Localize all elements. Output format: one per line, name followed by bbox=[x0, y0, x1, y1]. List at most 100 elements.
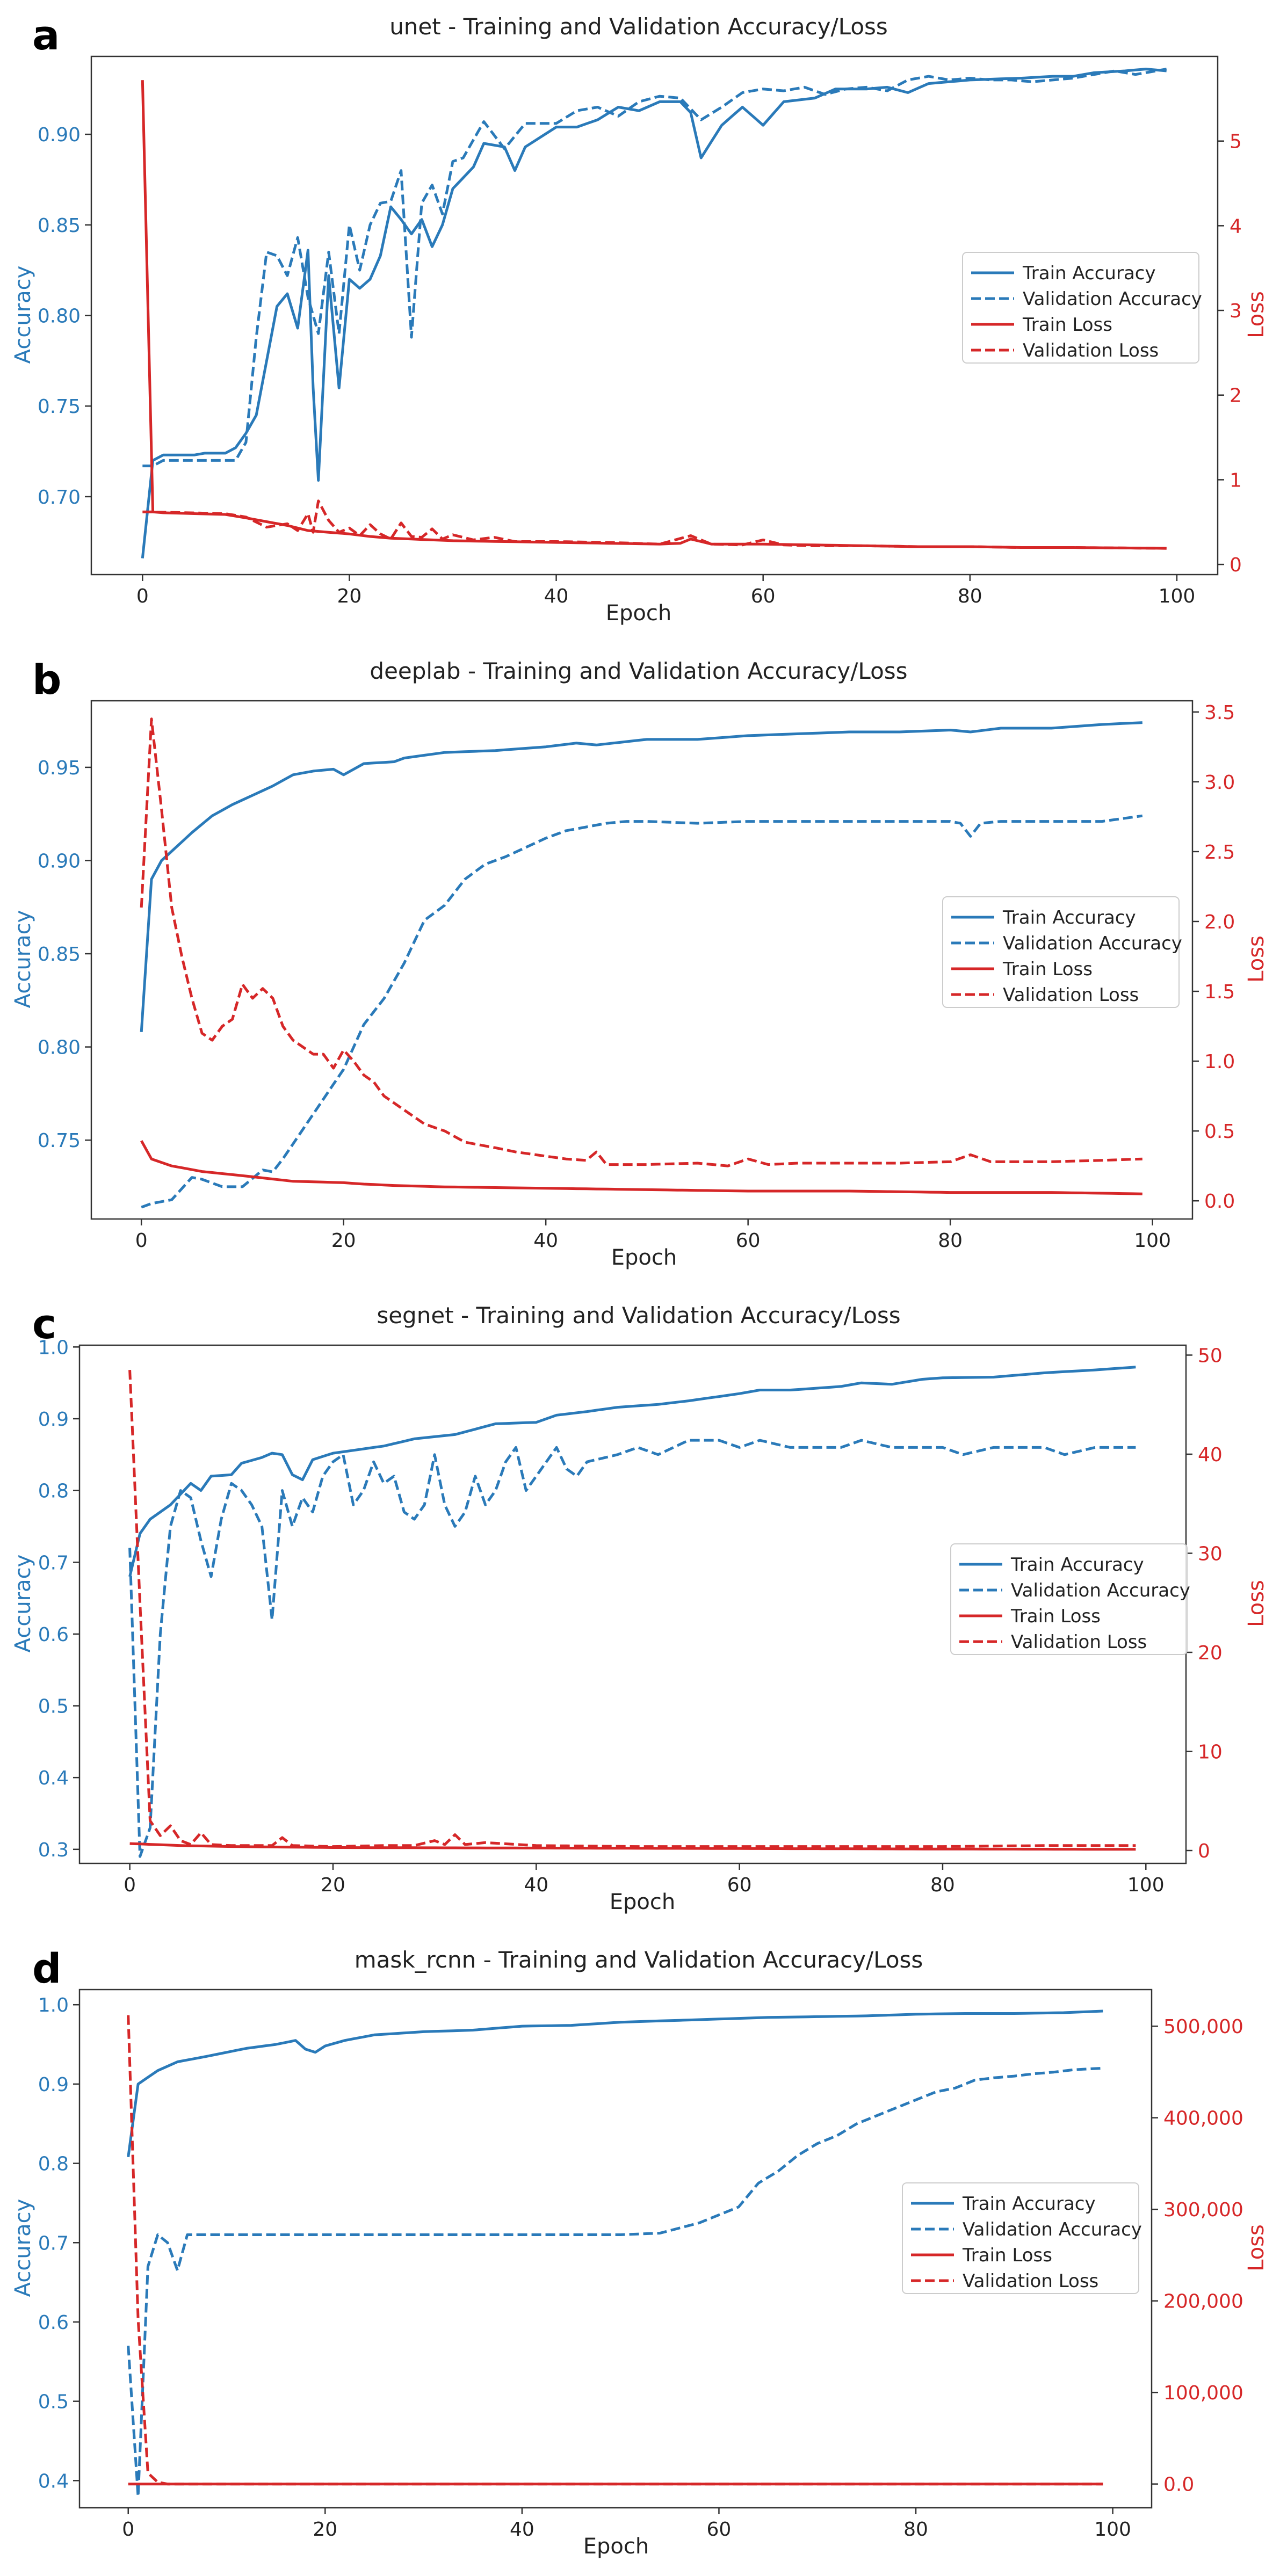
y-tick-label-right: 1.5 bbox=[1204, 981, 1235, 1003]
series-line-validation-loss bbox=[127, 2015, 1103, 2486]
chart-title: segnet - Training and Validation Accurac… bbox=[377, 1302, 900, 1329]
series-line-validation-accuracy bbox=[142, 68, 1167, 468]
y-tick-label-right: 2.5 bbox=[1204, 841, 1235, 863]
legend-label: Validation Accuracy bbox=[1011, 1580, 1190, 1601]
x-axis-label: Epoch bbox=[610, 1890, 675, 1914]
panel-a: a unet - Training and Validation Accurac… bbox=[11, 11, 1269, 626]
y-tick-label-right: 0 bbox=[1198, 1840, 1210, 1862]
legend: Train Accuracy Validation Accuracy Train L… bbox=[902, 2182, 1142, 2294]
x-tick-label: 40 bbox=[510, 2519, 534, 2541]
y-tick-label-right: 5 bbox=[1230, 131, 1242, 153]
y-tick-label-right: 3.0 bbox=[1204, 772, 1235, 794]
legend-box bbox=[950, 1543, 1188, 1655]
chart-title: deeplab - Training and Validation Accura… bbox=[370, 658, 907, 684]
x-tick-label: 60 bbox=[727, 1874, 752, 1896]
series-group bbox=[140, 717, 1143, 1209]
x-tick-label: 0 bbox=[124, 1874, 136, 1896]
x-tick-label: 20 bbox=[337, 585, 362, 607]
series-line-train-accuracy bbox=[128, 1366, 1136, 1577]
y-tick-label-left: 0.85 bbox=[38, 215, 81, 237]
x-axis-label: Epoch bbox=[611, 1245, 677, 1270]
legend-label: Train Accuracy bbox=[1010, 1554, 1144, 1576]
y-tick-label-left: 0.7 bbox=[38, 2232, 69, 2254]
y-tick-label-right: 100,000 bbox=[1163, 2382, 1243, 2404]
legend-label: Validation Loss bbox=[1011, 1631, 1147, 1653]
y-axis-label-left: Accuracy bbox=[11, 2199, 35, 2297]
y-tick-label-left: 0.8 bbox=[38, 2153, 69, 2175]
y-tick-label-left: 0.8 bbox=[38, 1481, 69, 1503]
y-tick-label-left: 0.70 bbox=[38, 487, 81, 509]
x-tick-label: 0 bbox=[135, 1230, 148, 1252]
chart-marks: 0 20 40 60 80 1000.700.750.800.850.90012345Tr… bbox=[38, 55, 1243, 2541]
plot-frame bbox=[90, 700, 1194, 1220]
series-group bbox=[141, 68, 1167, 558]
y-tick-label-left: 0.9 bbox=[38, 2074, 69, 2096]
x-tick-label: 80 bbox=[938, 1230, 963, 1252]
legend-label: Validation Loss bbox=[1003, 984, 1139, 1006]
legend-label: Train Loss bbox=[1010, 1606, 1101, 1627]
series-line-train-loss bbox=[140, 1140, 1142, 1195]
y-tick-label-left: 1.0 bbox=[38, 1337, 69, 1359]
legend-label: Validation Accuracy bbox=[1023, 288, 1202, 310]
x-tick-label: 20 bbox=[321, 1874, 345, 1896]
y-tick-label-left: 1.0 bbox=[38, 1994, 69, 2016]
y-tick-label-right: 3 bbox=[1230, 300, 1242, 322]
x-axis-label: Epoch bbox=[606, 601, 671, 626]
y-tick-label-left: 0.90 bbox=[38, 124, 81, 146]
y-tick-label-right: 1.0 bbox=[1204, 1051, 1235, 1073]
y-tick-label-right: 4 bbox=[1230, 215, 1242, 237]
y-axis-label-left: Accuracy bbox=[11, 1555, 35, 1653]
y-tick-label-left: 0.6 bbox=[38, 1624, 69, 1646]
series-group bbox=[128, 1366, 1136, 1858]
legend-label: Validation Accuracy bbox=[1003, 933, 1182, 954]
y-axis-label-right: Loss bbox=[1244, 2224, 1269, 2272]
y-tick-label-left: 0.5 bbox=[38, 2391, 69, 2413]
y-tick-label-left: 0.75 bbox=[38, 396, 81, 418]
x-axis-label: Epoch bbox=[583, 2534, 649, 2559]
y-tick-label-right: 0.0 bbox=[1163, 2474, 1194, 2496]
y-axis-label-left: Accuracy bbox=[11, 910, 35, 1008]
y-tick-label-right: 20 bbox=[1198, 1642, 1223, 1664]
legend: Train Accuracy Validation Accuracy Train L… bbox=[950, 1543, 1190, 1655]
series-line-train-loss bbox=[129, 1842, 1136, 1851]
legend-label: Train Accuracy bbox=[1022, 263, 1156, 284]
legend-label: Validation Accuracy bbox=[963, 2219, 1142, 2240]
y-tick-label-left: 0.90 bbox=[38, 850, 81, 872]
x-tick-label: 40 bbox=[533, 1230, 558, 1252]
legend-box bbox=[962, 252, 1199, 364]
y-tick-label-right: 200,000 bbox=[1163, 2291, 1243, 2313]
series-line-validation-accuracy bbox=[141, 814, 1143, 1209]
x-tick-label: 80 bbox=[958, 585, 982, 607]
legend-box bbox=[902, 2182, 1139, 2294]
x-tick-label: 100 bbox=[1094, 2519, 1131, 2541]
y-tick-label-right: 1 bbox=[1230, 469, 1242, 491]
chart-panel-d: 0 20 40 60 80 100 0.4 0.5 0.6 0.7 0.8 0.9 1.0 0.0 100,… bbox=[38, 1989, 1243, 2541]
x-tick-label: 20 bbox=[313, 2519, 337, 2541]
x-tick-label: 0 bbox=[136, 585, 149, 607]
series-line-validation-accuracy bbox=[127, 2066, 1103, 2498]
legend: Train Accuracy Validation Accuracy Train L… bbox=[942, 896, 1182, 1008]
y-tick-label-left: 0.4 bbox=[38, 2470, 69, 2492]
y-axis-label-right: Loss bbox=[1244, 935, 1269, 983]
y-tick-label-right: 2.0 bbox=[1204, 911, 1235, 933]
y-tick-label-left: 0.5 bbox=[38, 1696, 69, 1718]
chart-title: unet - Training and Validation Accuracy/… bbox=[389, 13, 888, 40]
panel-letter: d bbox=[32, 1944, 61, 1992]
y-tick-label-left: 0.80 bbox=[38, 1037, 81, 1059]
x-tick-label: 100 bbox=[1127, 1874, 1165, 1896]
y-tick-label-right: 2 bbox=[1230, 385, 1242, 407]
x-tick-label: 80 bbox=[930, 1874, 955, 1896]
y-tick-label-left: 0.7 bbox=[38, 1552, 69, 1574]
x-tick-label: 60 bbox=[751, 585, 776, 607]
legend-label: Train Accuracy bbox=[962, 2193, 1096, 2215]
y-tick-label-right: 30 bbox=[1198, 1543, 1223, 1565]
x-tick-label: 40 bbox=[544, 585, 569, 607]
y-tick-label-left: 0.85 bbox=[38, 944, 81, 966]
y-axis-label-right: Loss bbox=[1244, 291, 1269, 338]
x-tick-label: 40 bbox=[524, 1874, 548, 1896]
y-tick-label-left: 0.80 bbox=[38, 306, 81, 328]
x-tick-label: 0 bbox=[122, 2519, 134, 2541]
